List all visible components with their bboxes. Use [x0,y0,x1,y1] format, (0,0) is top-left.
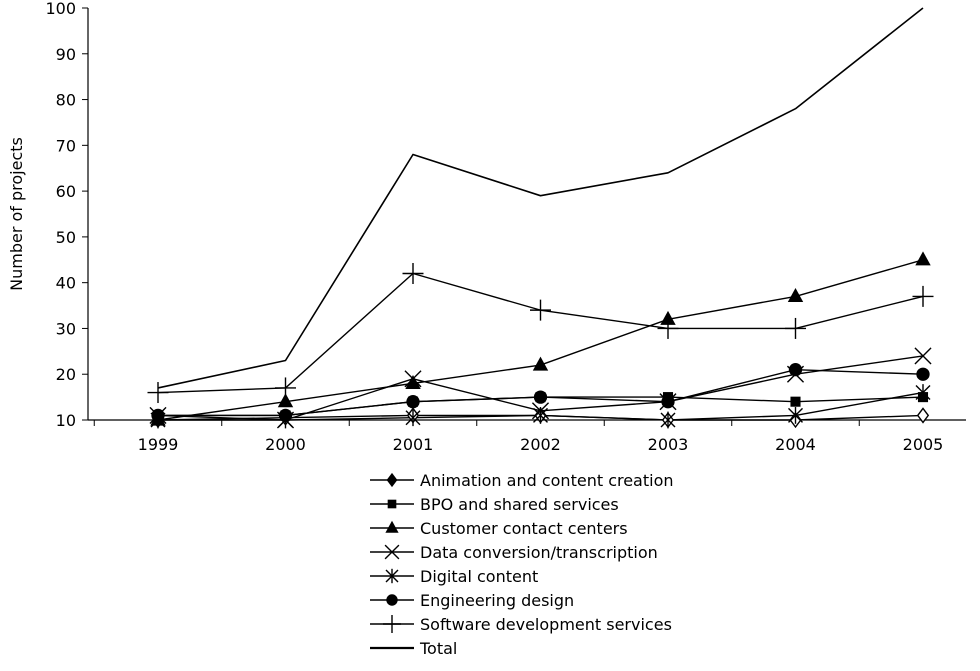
y-tick-label: 90 [56,45,76,64]
legend-label: Data conversion/transcription [420,543,658,562]
legend-label: BPO and shared services [420,495,619,514]
x-tick-label: 2002 [520,435,561,454]
y-tick-label: 40 [56,274,76,293]
data-point [915,384,931,401]
data-point [278,408,293,423]
data-point [151,408,165,423]
axes: 10 20 30 40 50 60 70 80 90 100 1999 2000 2001 2002 200… [45,0,966,454]
data-point [660,310,676,325]
legend-label: Engineering design [420,591,574,610]
legend-marker [384,544,400,560]
legend-item: Customer contact centers [370,519,628,538]
legend: Animation and content creation BPO and sh… [370,471,674,658]
data-point [405,374,421,389]
legend-label: Customer contact centers [420,519,628,538]
data-point [405,409,421,427]
data-point [533,390,548,404]
data-point [916,367,930,381]
data-point [533,407,548,424]
data-point [532,356,549,371]
data-point [788,407,803,424]
data-point [912,285,934,307]
series-markers [147,251,934,429]
y-tick-label: 100 [45,0,76,18]
legend-marker [387,499,397,509]
data-point [790,396,801,407]
series-line-7 [157,7,924,389]
data-point [657,317,679,339]
x-tick-label: 2004 [775,435,816,454]
data-point [530,299,551,321]
legend-label: Total [419,639,457,658]
y-tick-label: 20 [56,365,76,384]
y-axis-title: Number of projects [7,137,26,291]
data-point [402,263,424,285]
data-point [147,382,169,404]
data-point [406,395,420,409]
x-tick-label: 1999 [138,435,179,454]
legend-marker [383,615,401,633]
legend-item: Software development services [370,615,672,634]
legend-item: Digital content [370,567,538,586]
x-tick-label: 2005 [903,435,944,454]
data-point [915,251,931,266]
data-point [914,347,932,365]
data-point [404,370,422,388]
data-point [785,317,806,339]
legend-marker [386,594,398,606]
legend-label: Software development services [420,615,672,634]
x-tick-label: 2001 [393,435,434,454]
y-tick-label: 60 [56,182,76,201]
y-tick-label: 30 [56,319,76,338]
legend-item: Data conversion/transcription [370,543,658,562]
data-point [788,362,803,377]
x-tick-label: 2000 [265,435,306,454]
data-point [787,288,804,302]
y-tick-label: 10 [56,411,76,430]
data-point [661,395,675,409]
legend-label: Animation and content creation [420,471,674,490]
legend-marker [385,568,399,584]
data-point [916,407,930,424]
legend-marker [386,472,398,488]
series-line-6 [157,272,924,394]
y-tick-label: 50 [56,228,76,247]
y-tick-label: 80 [56,91,76,110]
legend-item: Animation and content creation [370,471,674,490]
legend-item: Engineering design [370,591,574,610]
data-point [275,377,296,399]
y-tick-label: 70 [56,136,76,155]
legend-item: Total [370,639,457,658]
x-tick-label: 2003 [648,435,689,454]
legend-label: Digital content [420,567,538,586]
legend-item: BPO and shared services [370,495,619,514]
data-point [277,393,294,408]
data-point [660,411,676,429]
legend-marker [385,520,399,533]
